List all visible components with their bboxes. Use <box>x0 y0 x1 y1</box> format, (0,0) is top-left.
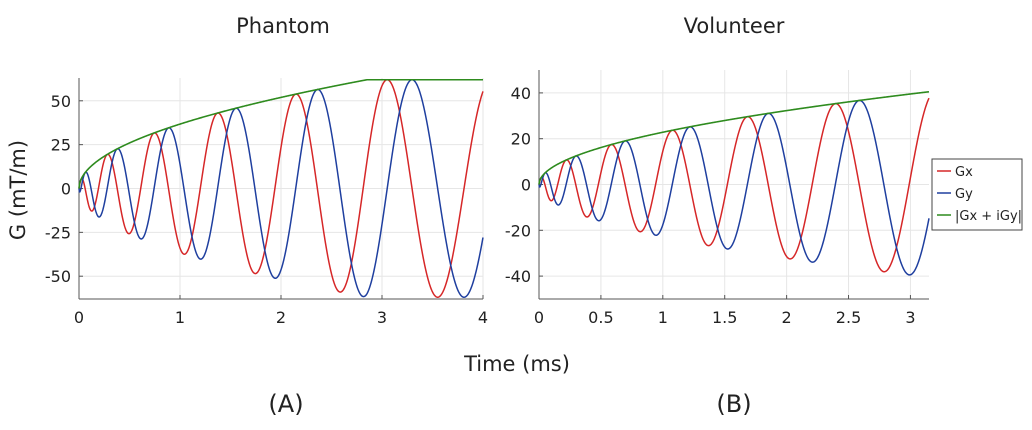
phantom-x-tick-label: 1 <box>175 308 185 327</box>
phantom-series-gx-line <box>78 79 484 299</box>
volunteer-y-tick-label: -40 <box>505 267 531 286</box>
phantom-y-tick-label: 50 <box>51 92 71 111</box>
volunteer-x-tick-label: 0.5 <box>588 308 613 327</box>
phantom-x-tick-label: 3 <box>377 308 387 327</box>
phantom-chart: Phantom (A) 0 1 2 3 4 50 25 0 -25 -50 <box>45 14 488 418</box>
phantom-y-tick-label: 0 <box>61 180 71 199</box>
phantom-series-magnitude-line <box>78 78 483 189</box>
phantom-y-tick-label: -25 <box>45 223 71 242</box>
volunteer-y-tick-label: -20 <box>505 221 531 240</box>
volunteer-series-gx-line <box>538 97 930 273</box>
volunteer-title: Volunteer <box>684 14 785 38</box>
phantom-y-tick-label: 25 <box>51 136 71 155</box>
phantom-x-tick-label: 0 <box>74 308 84 327</box>
phantom-x-tick-label: 2 <box>276 308 286 327</box>
phantom-x-tick-label: 4 <box>478 308 488 327</box>
legend-label-gy: Gy <box>955 187 973 202</box>
y-axis-label: G (mT/m) <box>6 140 30 240</box>
phantom-series-gy-line <box>78 78 484 298</box>
volunteer-x-tick-label: 3 <box>905 308 915 327</box>
volunteer-chart: Volunteer (B) 0 0.5 1 1.5 2 2.5 3 40 20 0 -20 -40 <box>505 14 930 418</box>
volunteer-series-gy-line <box>538 99 930 276</box>
volunteer-x-tick-label: 2 <box>782 308 792 327</box>
legend-label-magnitude: |Gx + iGy| <box>955 209 1022 224</box>
x-axis-label: Time (ms) <box>463 352 570 376</box>
phantom-title: Phantom <box>236 14 330 38</box>
volunteer-series-magnitude-line <box>538 90 930 185</box>
volunteer-x-tick-label: 0 <box>534 308 544 327</box>
volunteer-x-tick-label: 1.5 <box>712 308 737 327</box>
legend-label-gx: Gx <box>955 165 973 180</box>
volunteer-y-tick-label: 40 <box>511 84 531 103</box>
volunteer-x-tick-label: 2.5 <box>836 308 861 327</box>
volunteer-y-tick-label: 20 <box>511 130 531 149</box>
legend: Gx Gy |Gx + iGy| <box>931 158 1023 231</box>
panel-label-a: (A) <box>268 390 303 418</box>
volunteer-y-tick-label: 0 <box>521 176 531 195</box>
panel-label-b: (B) <box>716 390 751 418</box>
phantom-y-tick-label: -50 <box>45 267 71 286</box>
volunteer-x-tick-label: 1 <box>658 308 668 327</box>
